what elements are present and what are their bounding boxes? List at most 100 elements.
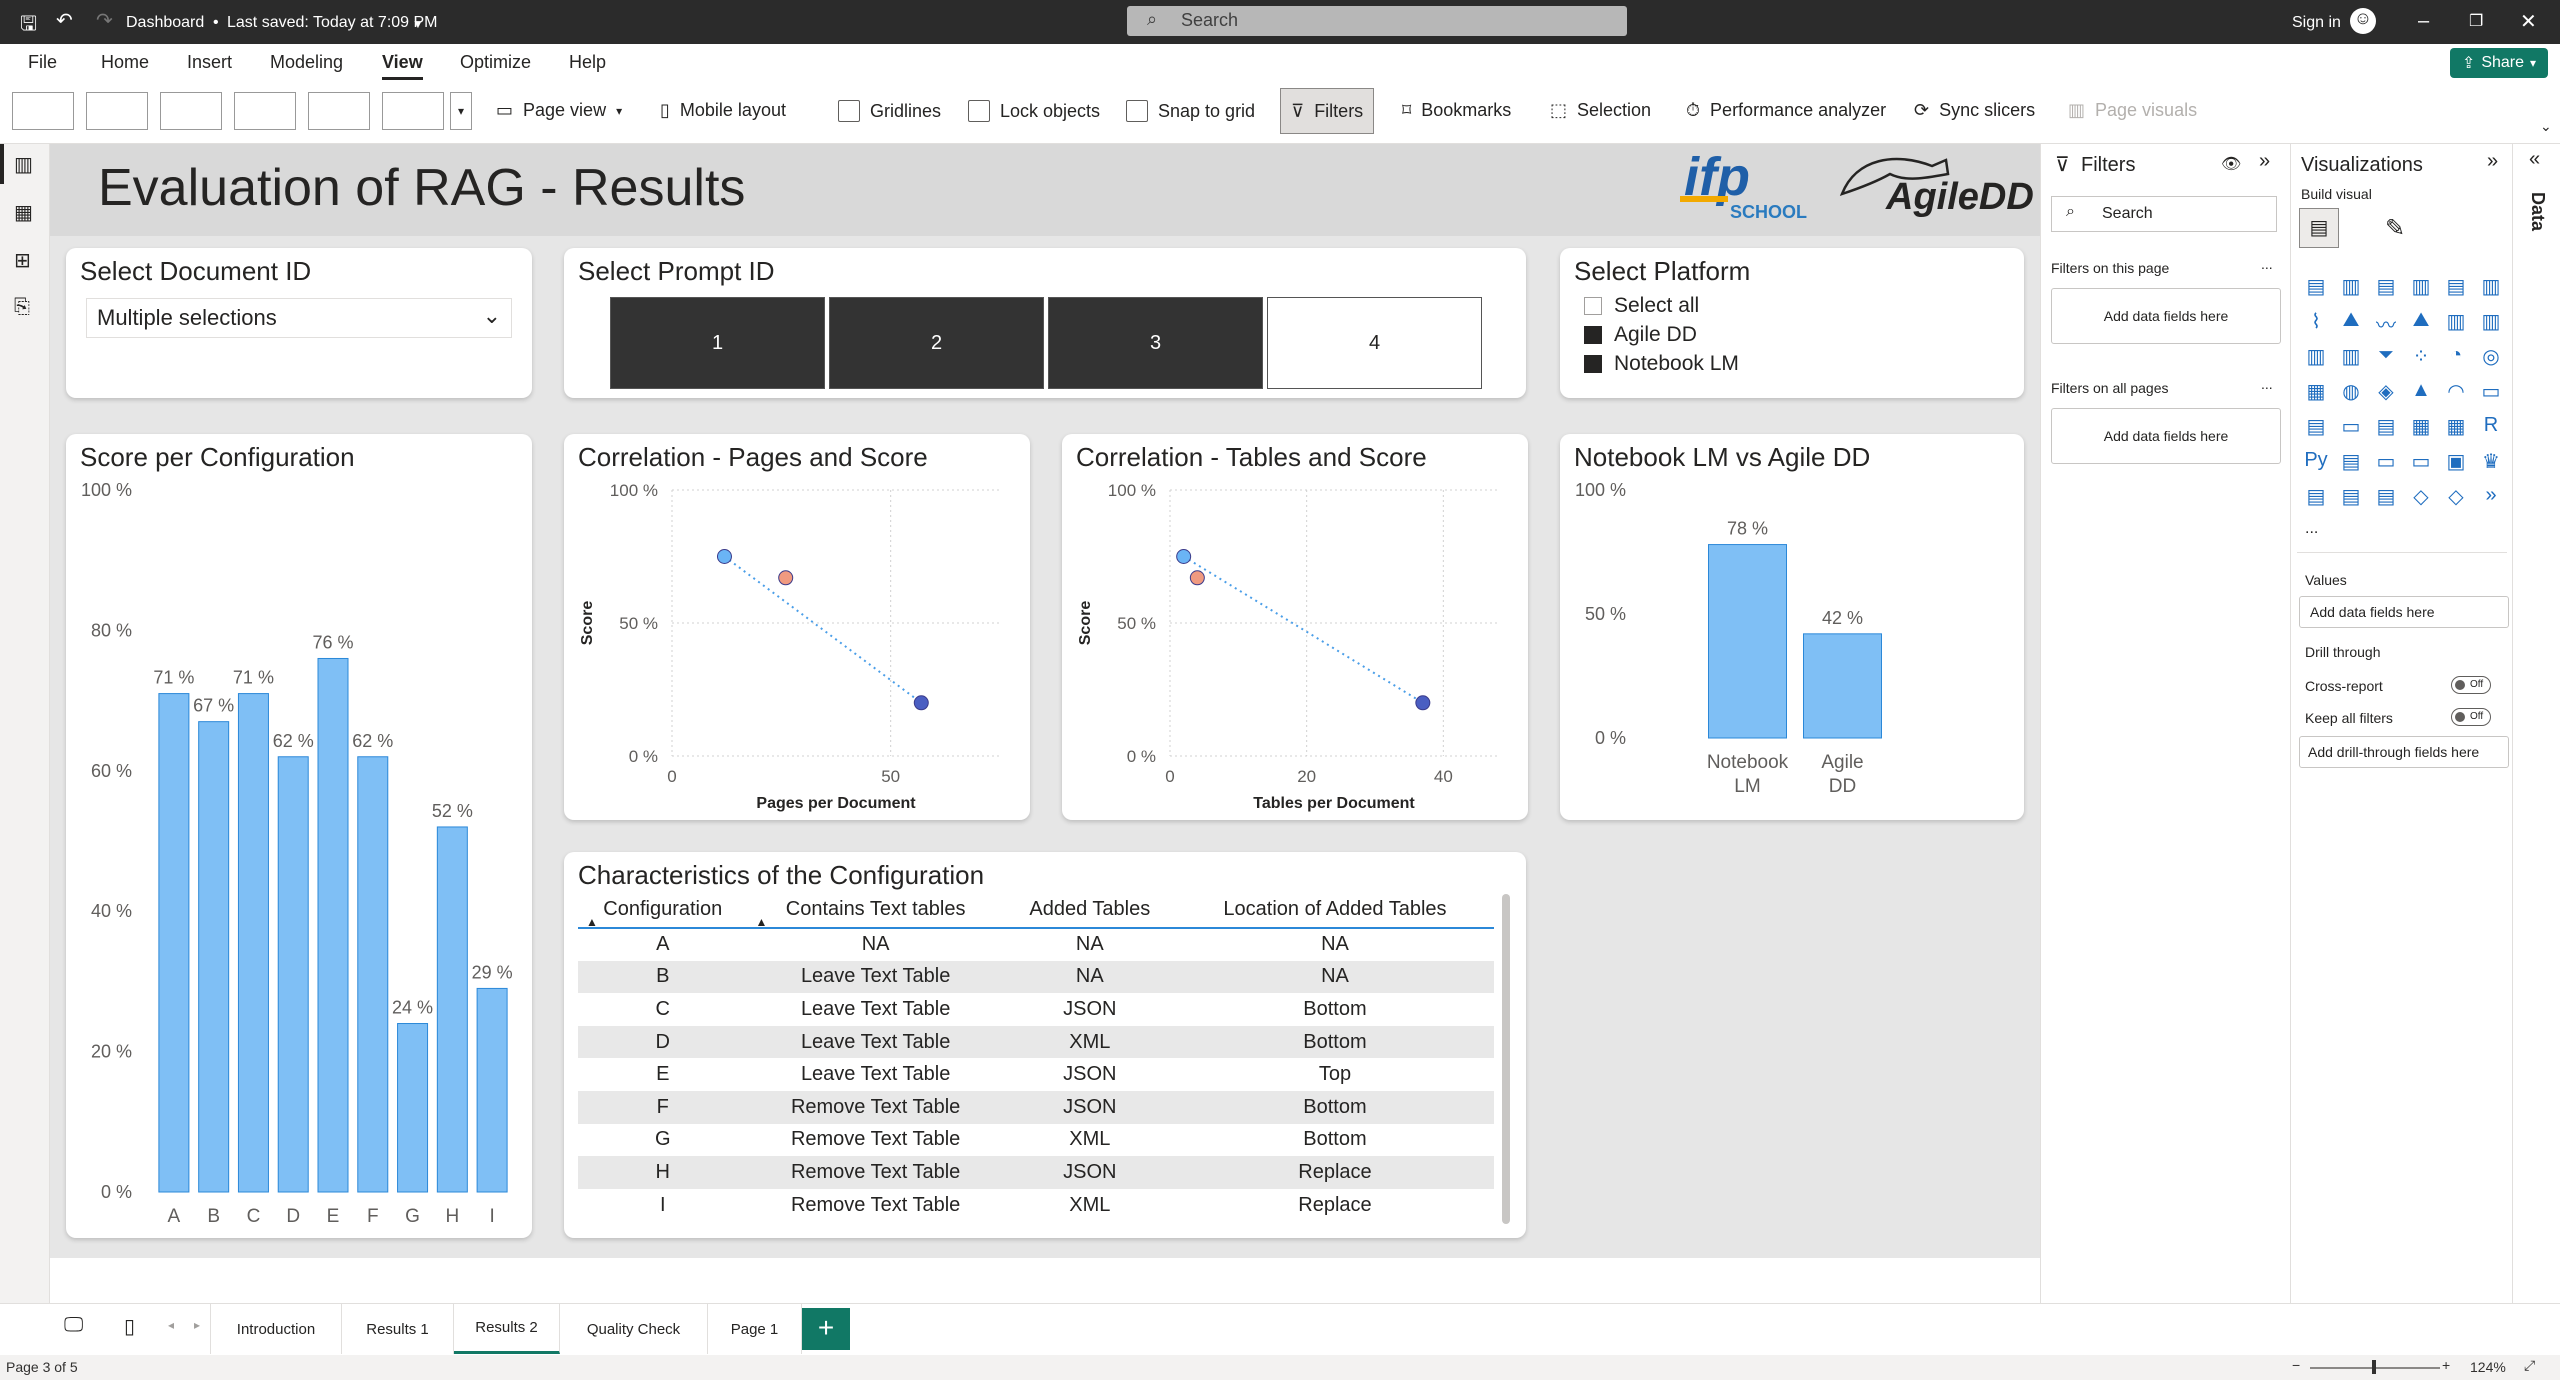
- page-view-button[interactable]: ▭ Page view ▾: [496, 100, 623, 120]
- table-row[interactable]: G Remove Text Table XML Bottom: [578, 1124, 1494, 1157]
- platform-option[interactable]: Select all: [1584, 294, 1699, 318]
- expand-data-icon[interactable]: «: [2529, 148, 2541, 170]
- custom-visual-icon[interactable]: ◇: [2448, 486, 2464, 508]
- bar[interactable]: [237, 693, 269, 1193]
- table-row[interactable]: E Leave Text Table JSON Top: [578, 1058, 1494, 1091]
- zoom-slider-thumb[interactable]: [2372, 1360, 2376, 1374]
- collapse-viz-icon[interactable]: »: [2487, 150, 2499, 172]
- area-chart-icon[interactable]: ⛰: [2342, 309, 2360, 331]
- tab-introduction[interactable]: Introduction: [210, 1304, 342, 1354]
- prompt-button-1[interactable]: 1: [610, 297, 825, 389]
- data-point[interactable]: [716, 549, 732, 564]
- cross-report-toggle[interactable]: Off: [2451, 676, 2491, 694]
- column-header[interactable]: Location of Added Tables: [1175, 892, 1494, 929]
- filters-search-input[interactable]: ⌕ Search: [2051, 196, 2277, 232]
- theme-swatch-1[interactable]: [12, 92, 74, 130]
- mobile-layout-button[interactable]: ▯ Mobile layout: [660, 100, 786, 120]
- menu-file[interactable]: File: [28, 52, 58, 72]
- waterfall-icon[interactable]: ▥: [2306, 346, 2326, 368]
- gridlines-checkbox[interactable]: [838, 100, 860, 122]
- theme-swatch-4[interactable]: [234, 92, 296, 130]
- keep-filters-toggle[interactable]: Off: [2451, 708, 2491, 726]
- selection-button[interactable]: ⬚ Selection: [1550, 100, 1652, 120]
- menu-optimize[interactable]: Optimize: [460, 52, 532, 72]
- bar[interactable]: [317, 657, 349, 1193]
- data-point[interactable]: [1176, 549, 1192, 564]
- report-view-icon[interactable]: ▥: [14, 154, 33, 176]
- data-point[interactable]: [778, 570, 794, 586]
- more-icon[interactable]: »: [2485, 484, 2497, 506]
- prev-page-icon[interactable]: ◂: [168, 1318, 175, 1332]
- add-values-field[interactable]: Add data fields here: [2299, 596, 2509, 628]
- fit-to-page-icon[interactable]: ⤢: [2524, 1357, 2536, 1373]
- gauge-icon[interactable]: ◠: [2447, 381, 2465, 403]
- prompt-button-3[interactable]: 3: [1048, 297, 1263, 389]
- next-page-icon[interactable]: ▸: [194, 1318, 201, 1332]
- key-influencers-icon[interactable]: ▤: [2341, 451, 2361, 473]
- power-apps-icon[interactable]: ▤: [2341, 486, 2361, 508]
- stacked-bar-icon[interactable]: ▤: [2306, 276, 2326, 298]
- prompt-button-2[interactable]: 2: [829, 297, 1044, 389]
- filled-map-icon[interactable]: ◈: [2378, 381, 2394, 403]
- data-point[interactable]: [1415, 695, 1431, 711]
- mobile-layout-icon[interactable]: ▯: [124, 1316, 136, 1338]
- document-id-dropdown[interactable]: Multiple selections ⌄: [86, 298, 512, 338]
- tab-results-2[interactable]: Results 2: [454, 1304, 560, 1354]
- more-visuals-icon[interactable]: ...: [2305, 520, 2319, 537]
- qa-icon[interactable]: ▭: [2411, 451, 2431, 473]
- line-chart-icon[interactable]: ⌇: [2311, 311, 2321, 333]
- bar[interactable]: [277, 756, 309, 1193]
- stacked-column-icon[interactable]: ▥: [2341, 276, 2361, 298]
- azure-map-icon[interactable]: ▲: [2411, 379, 2431, 401]
- scatter-icon[interactable]: ⁘: [2412, 346, 2430, 368]
- table-row[interactable]: C Leave Text Table JSON Bottom: [578, 993, 1494, 1026]
- table-row[interactable]: D Leave Text Table XML Bottom: [578, 1025, 1494, 1059]
- data-point[interactable]: [1189, 570, 1205, 586]
- filter-chart-icon[interactable]: ⏷: [2378, 344, 2394, 366]
- 100-bar-icon[interactable]: ▤: [2446, 276, 2466, 298]
- add-drill-through-field[interactable]: Add drill-through fields here: [2299, 736, 2509, 768]
- performance-analyzer-button[interactable]: ⏱ Performance analyzer: [1686, 100, 1887, 120]
- bar[interactable]: [357, 756, 389, 1193]
- table-row[interactable]: H Remove Text Table JSON Replace: [578, 1156, 1494, 1189]
- goals-icon[interactable]: ♛: [2482, 451, 2500, 473]
- tab-quality-check[interactable]: Quality Check: [560, 1304, 708, 1354]
- decomposition-icon[interactable]: ▭: [2376, 451, 2396, 473]
- power-automate-icon[interactable]: ▤: [2376, 486, 2396, 508]
- ribbon-chart-icon[interactable]: ⛰: [2412, 309, 2430, 331]
- column-header[interactable]: Contains Text tables ▲: [747, 892, 1004, 929]
- lock-objects-toggle[interactable]: Lock objects: [968, 100, 1100, 122]
- tables-score-correlation-chart[interactable]: Correlation - Tables and Score 100 % 50 %…: [1062, 434, 1528, 820]
- table-icon[interactable]: ▦: [2411, 416, 2431, 438]
- minimize-icon[interactable]: –: [2418, 10, 2430, 32]
- sync-slicers-button[interactable]: ⟳ Sync slicers: [1914, 100, 2036, 120]
- score-per-configuration-chart[interactable]: Score per Configuration 100 % 80 % 60 % 40 …: [66, 434, 532, 1238]
- bar[interactable]: [397, 1023, 429, 1193]
- restore-icon[interactable]: ❐: [2469, 13, 2484, 30]
- checkbox[interactable]: [1584, 355, 1602, 373]
- share-button[interactable]: ⇪ Share ▾: [2450, 48, 2548, 78]
- add-page-filter-field[interactable]: Add data fields here: [2051, 288, 2281, 344]
- narrative-icon[interactable]: ▣: [2446, 451, 2466, 473]
- matrix-icon[interactable]: ▦: [2446, 416, 2466, 438]
- python-visual-icon[interactable]: Py: [2304, 449, 2328, 471]
- dax-query-icon[interactable]: ⎘: [14, 296, 30, 318]
- last-saved[interactable]: Last saved: Today at 7:09 PM: [227, 14, 438, 31]
- map-icon[interactable]: ◍: [2342, 381, 2360, 403]
- treemap-icon[interactable]: ▦: [2306, 381, 2326, 403]
- sign-in-link[interactable]: Sign in: [2292, 14, 2341, 31]
- table-row[interactable]: I Remove Text Table XML Replace: [578, 1189, 1494, 1222]
- platform-option[interactable]: Agile DD: [1584, 323, 1697, 347]
- shape-map-icon[interactable]: ◇: [2413, 486, 2429, 508]
- snap-to-grid-toggle[interactable]: Snap to grid: [1126, 100, 1255, 122]
- more-options-icon[interactable]: ...: [2261, 256, 2273, 272]
- r-visual-icon[interactable]: R: [2483, 414, 2499, 436]
- bookmarks-button[interactable]: ⌑ Bookmarks: [1402, 100, 1512, 120]
- platform-option[interactable]: Notebook LM: [1584, 352, 1739, 376]
- eye-icon[interactable]: 👁: [2221, 156, 2242, 173]
- close-icon[interactable]: ✕: [2520, 11, 2537, 33]
- stacked-area-icon[interactable]: 〰: [2376, 315, 2396, 337]
- bar[interactable]: [1708, 544, 1787, 739]
- zoom-in-icon[interactable]: +: [2442, 1357, 2451, 1373]
- add-all-pages-filter-field[interactable]: Add data fields here: [2051, 408, 2281, 464]
